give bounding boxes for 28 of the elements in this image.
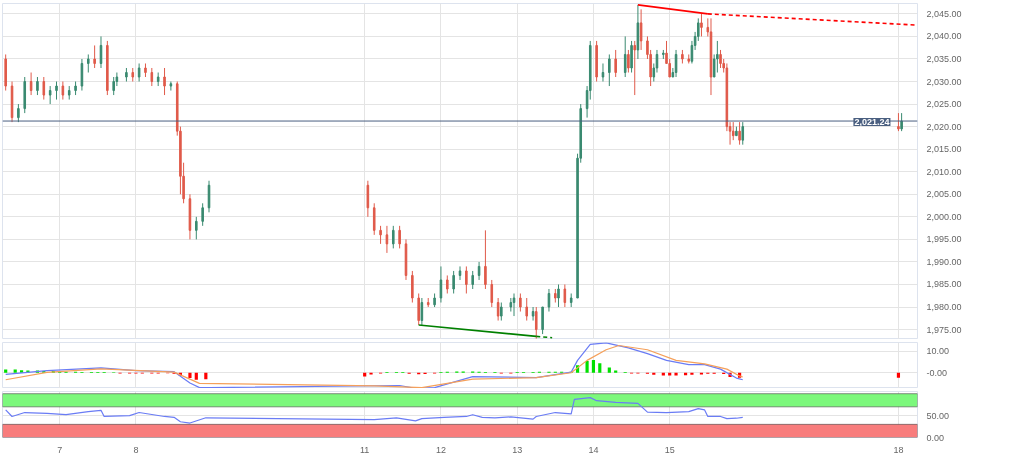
x-tick-label: 12 [435,444,446,453]
y-tick-label: 1,995.00 [926,234,962,245]
x-tick-label: 7 [57,444,63,453]
x-tick-label: 14 [588,444,599,453]
y-tick-label: 2,015.00 [926,144,962,155]
x-tick-label: 11 [360,444,370,453]
y-tick-label: 2,000.00 [926,211,962,222]
y-tick-label: 1,980.00 [926,302,962,313]
y-tick-label: 2,010.00 [926,166,962,177]
y-tick-label: 2,040.00 [926,31,962,42]
y-tick-label: -0.00 [926,367,948,378]
y-tick-label: 1,975.00 [926,324,962,335]
y-tick-label: 2,025.00 [926,99,962,110]
y-tick-label: 2,045.00 [926,8,962,19]
y-tick-label: 1,985.00 [926,279,962,290]
y-tick-label: 2,005.00 [926,189,962,200]
x-tick-label: 13 [512,444,523,453]
x-tick-label: 8 [133,444,139,453]
y-tick-label: 2,020.00 [926,121,962,132]
y-tick-label: 2,030.00 [926,76,962,87]
y-tick-label: 50.00 [926,410,950,421]
y-tick-label: 0.00 [926,432,945,443]
y-tick-label: 10.00 [926,346,950,357]
y-tick-label: 1,990.00 [926,256,962,267]
y-tick-label: 2,035.00 [926,53,962,64]
x-tick-label: 18 [893,444,904,453]
x-tick-label: 15 [664,444,675,453]
ref-line-label: 2,021.24 [854,117,890,128]
